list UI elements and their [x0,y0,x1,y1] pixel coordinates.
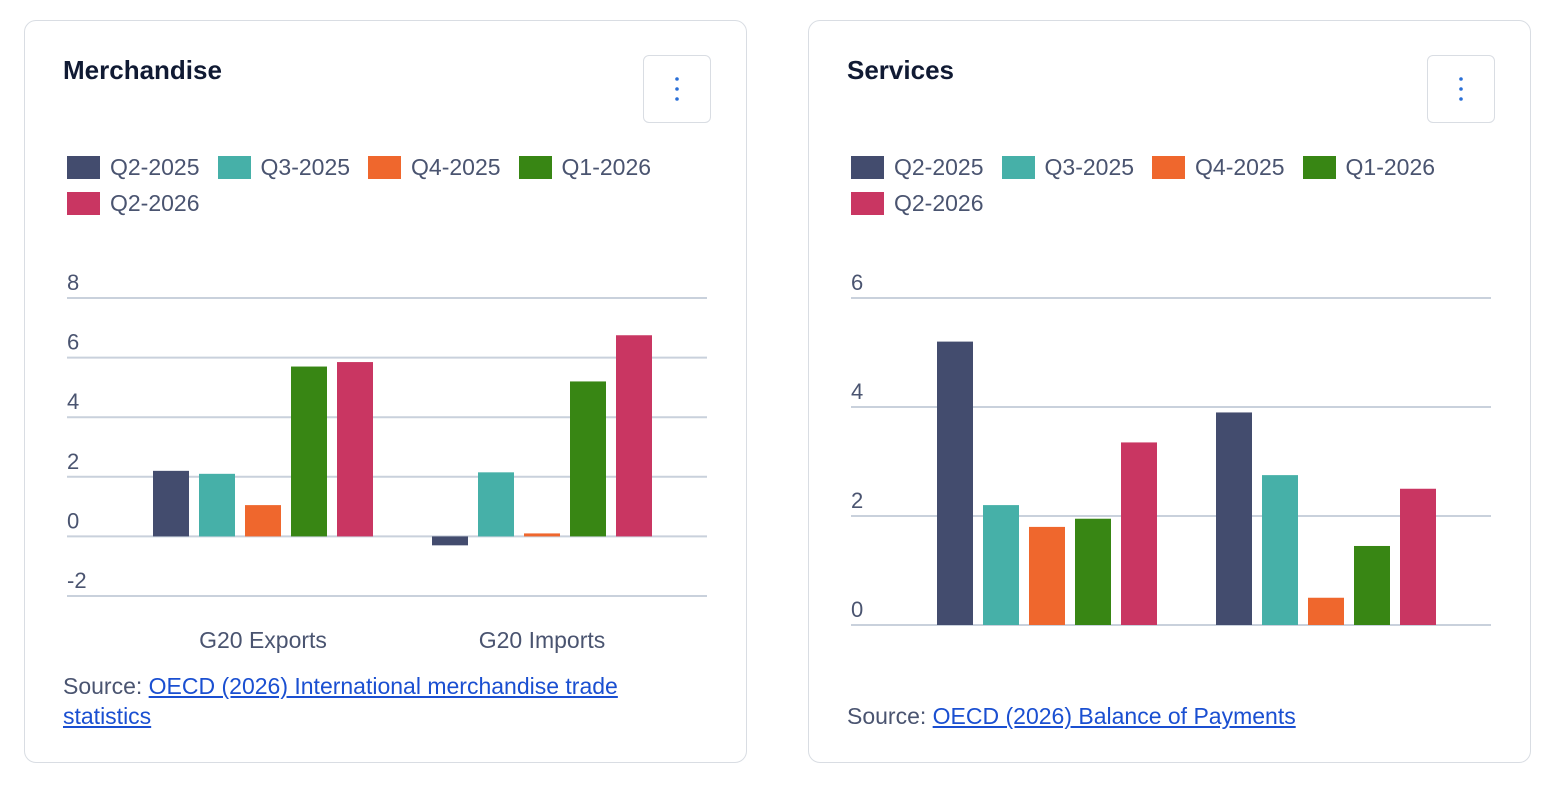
bar-g20-imports-q2-2025[interactable] [432,536,468,546]
legend-swatch [67,191,100,215]
legend-swatch [518,155,552,179]
bar-g20-imports-q2-2025[interactable] [1216,412,1252,625]
bar-g20-imports-q3-2025[interactable] [478,472,514,537]
legend-label: Q2-2025 [110,153,200,180]
bar-g20-exports-q2-2026[interactable] [337,362,373,537]
legend-swatch [1152,155,1186,179]
bar-g20-imports-q4-2025[interactable] [1308,597,1344,625]
bar-g20-exports-q3-2025[interactable] [199,473,235,537]
bar-g20-imports-q2-2026[interactable] [1400,488,1436,625]
source-note: Source: OECD (2026) Balance of Payments [847,701,1487,731]
legend-label: Q4-2025 [411,153,501,180]
y-tick-label: -2 [67,568,87,593]
bar-g20-imports-q2-2026[interactable] [616,335,652,537]
bar-g20-exports-q1-2026[interactable] [1075,518,1111,625]
source-label: Source: [847,703,933,729]
legend-item-q2-2026[interactable]: Q2-2026 [67,185,200,221]
card-title: Services [847,55,954,85]
legend-item-q1-2026[interactable]: Q1-2026 [1302,149,1436,185]
bar-g20-imports-q1-2026[interactable] [570,381,606,537]
y-tick-label: 2 [851,488,863,513]
chart-menu-button[interactable] [1427,55,1495,123]
y-tick-label: 0 [851,597,863,622]
bar-g20-exports-q1-2026[interactable] [291,366,327,537]
legend-label: Q2-2026 [894,189,984,216]
bar-g20-exports-q2-2026[interactable] [1121,442,1157,625]
card-title: Merchandise [63,55,222,85]
legend-label: Q3-2025 [1044,153,1135,180]
source-note: Source: OECD (2026) International mercha… [63,671,703,731]
chart-legend: Q2-2025 Q3-2025 Q4-2025 Q1-2026 Q2-2026 [851,149,1491,221]
legend-label: Q1-2026 [1345,153,1436,180]
legend-label: Q2-2025 [894,153,984,180]
source-link[interactable]: OECD (2026) International merchandise tr… [63,673,618,729]
bar-g20-exports-q4-2025[interactable] [245,505,281,537]
legend-item-q2-2026[interactable]: Q2-2026 [851,185,984,221]
bar-g20-exports-q2-2025[interactable] [937,341,973,625]
y-tick-label: 4 [851,379,863,404]
services-bar-chart: 0 2 4 6 G20 Exports G20 Imports [851,270,1491,661]
legend-item-q4-2025[interactable]: Q4-2025 [1152,149,1285,185]
x-tick-label: G20 Imports [479,627,606,653]
bar-g20-exports-q2-2025[interactable] [153,470,189,537]
chart-menu-button[interactable] [643,55,711,123]
chart-legend: Q2-2025 Q3-2025 Q4-2025 Q1-2026 Q2-2026 [67,149,707,221]
y-tick-label: 2 [67,449,79,474]
bar-g20-imports-q3-2025[interactable] [1262,475,1298,625]
legend-swatch [851,191,884,215]
y-tick-label: 8 [67,270,79,295]
source-label: Source: [63,673,149,699]
x-tick-label: G20 Imports [1263,656,1390,661]
legend-item-q2-2025[interactable]: Q2-2025 [851,149,984,185]
legend-item-q4-2025[interactable]: Q4-2025 [368,149,501,185]
source-link[interactable]: OECD (2026) Balance of Payments [932,703,1296,729]
bar-g20-imports-q4-2025[interactable] [524,533,560,537]
legend-item-q1-2026[interactable]: Q1-2026 [518,149,652,185]
vertical-ellipsis-icon [675,77,679,101]
legend-item-q3-2025[interactable]: Q3-2025 [1001,149,1135,185]
legend-label: Q1-2026 [561,153,652,180]
x-tick-label: G20 Exports [983,656,1111,661]
y-tick-label: 6 [851,270,863,295]
y-tick-label: 0 [67,508,79,533]
bar-g20-exports-q4-2025[interactable] [1029,526,1065,625]
legend-swatch [1302,155,1336,179]
legend-label: Q3-2025 [260,153,351,180]
merchandise-bar-chart: -2 0 2 4 6 8 G20 Exports G20 Imports [67,270,707,653]
legend-swatch [67,155,100,179]
bar-g20-imports-q1-2026[interactable] [1354,545,1390,625]
legend-swatch [368,155,402,179]
legend-item-q2-2025[interactable]: Q2-2025 [67,149,200,185]
x-tick-label: G20 Exports [199,627,327,653]
y-tick-label: 4 [67,389,79,414]
y-tick-label: 6 [67,330,79,355]
legend-item-q3-2025[interactable]: Q3-2025 [217,149,351,185]
services-card: Services Q2-2025 Q3-2025 Q4-2025 Q1-2026… [808,20,1531,763]
legend-swatch [217,155,251,179]
legend-label: Q4-2025 [1195,153,1285,180]
legend-label: Q2-2026 [110,189,200,216]
merchandise-card: Merchandise Q2-2025 Q3-2025 Q4-2025 Q1-2… [24,20,747,763]
bar-g20-exports-q3-2025[interactable] [983,505,1019,625]
legend-swatch [1001,155,1035,179]
vertical-ellipsis-icon [1459,77,1463,101]
legend-swatch [851,155,884,179]
